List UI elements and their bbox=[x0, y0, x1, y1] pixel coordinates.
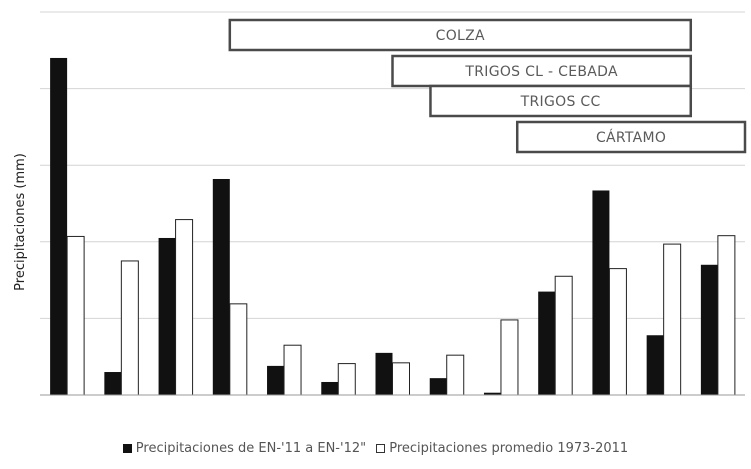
legend-item-average: Precipitaciones promedio 1973-2011 bbox=[376, 441, 628, 456]
bar-2011-2012-10 bbox=[538, 291, 556, 395]
legend: Precipitaciones de EN-'11 a EN-'12" Prec… bbox=[0, 441, 751, 456]
legend-swatch-light bbox=[376, 444, 386, 453]
crop-box-frame bbox=[515, 120, 747, 154]
crop-box-frame bbox=[429, 84, 693, 118]
legend-item-2011-2012: Precipitaciones de EN-'11 a EN-'12" bbox=[122, 441, 367, 456]
bar-2011-2012-8 bbox=[429, 378, 447, 395]
legend-swatch-dark bbox=[122, 444, 132, 453]
bar-2011-2012-9 bbox=[483, 392, 501, 395]
bar-average-12 bbox=[663, 243, 682, 396]
bar-average-9 bbox=[500, 319, 519, 396]
bar-average-11 bbox=[608, 268, 627, 396]
crop-box-label: COLZA bbox=[436, 28, 485, 44]
crop-box-trigos-cl-cebada: TRIGOS CL - CEBADA bbox=[391, 54, 693, 88]
bar-average-5 bbox=[283, 344, 302, 396]
bar-2011-2012-12 bbox=[646, 335, 664, 395]
bar-2011-2012-5 bbox=[267, 365, 285, 395]
bar-2011-2012-1 bbox=[50, 57, 68, 396]
bar-average-6 bbox=[337, 363, 356, 396]
bar-average-3 bbox=[175, 219, 194, 396]
crop-box-trigos-cc: TRIGOS CC bbox=[429, 84, 693, 118]
bar-2011-2012-2 bbox=[104, 372, 122, 395]
crop-box-label: TRIGOS CL - CEBADA bbox=[464, 64, 618, 80]
legend-label-2011-2012: Precipitaciones de EN-'11 a EN-'12" bbox=[135, 441, 367, 456]
bars bbox=[50, 57, 736, 396]
bar-average-2 bbox=[120, 260, 139, 396]
bar-average-7 bbox=[392, 362, 410, 396]
bar-2011-2012-4 bbox=[212, 178, 230, 395]
legend-label-average: Precipitaciones promedio 1973-2011 bbox=[389, 441, 629, 456]
bar-average-4 bbox=[229, 303, 248, 396]
bar-average-13 bbox=[717, 235, 736, 396]
bar-average-10 bbox=[554, 275, 573, 396]
crop-box-label: TRIGOS CC bbox=[520, 94, 601, 110]
crop-box-colza: COLZA bbox=[228, 18, 693, 52]
crop-period-boxes: COLZA TRIGOS CL - CEBADA TRIGOS CC CÁRTAMO bbox=[228, 18, 747, 154]
y-axis-label: Precipitaciones (mm) bbox=[13, 153, 28, 291]
bar-2011-2012-3 bbox=[158, 237, 176, 395]
crop-box-cártamo: CÁRTAMO bbox=[515, 120, 747, 154]
crop-box-label: CÁRTAMO bbox=[596, 129, 666, 146]
bar-2011-2012-13 bbox=[700, 264, 718, 395]
bar-2011-2012-11 bbox=[592, 190, 610, 395]
bar-2011-2012-7 bbox=[375, 352, 393, 395]
bar-average-1 bbox=[66, 235, 85, 396]
crop-box-frame bbox=[228, 18, 693, 52]
crop-box-frame bbox=[391, 54, 693, 88]
bar-2011-2012-6 bbox=[321, 381, 339, 395]
bar-average-8 bbox=[446, 354, 465, 396]
